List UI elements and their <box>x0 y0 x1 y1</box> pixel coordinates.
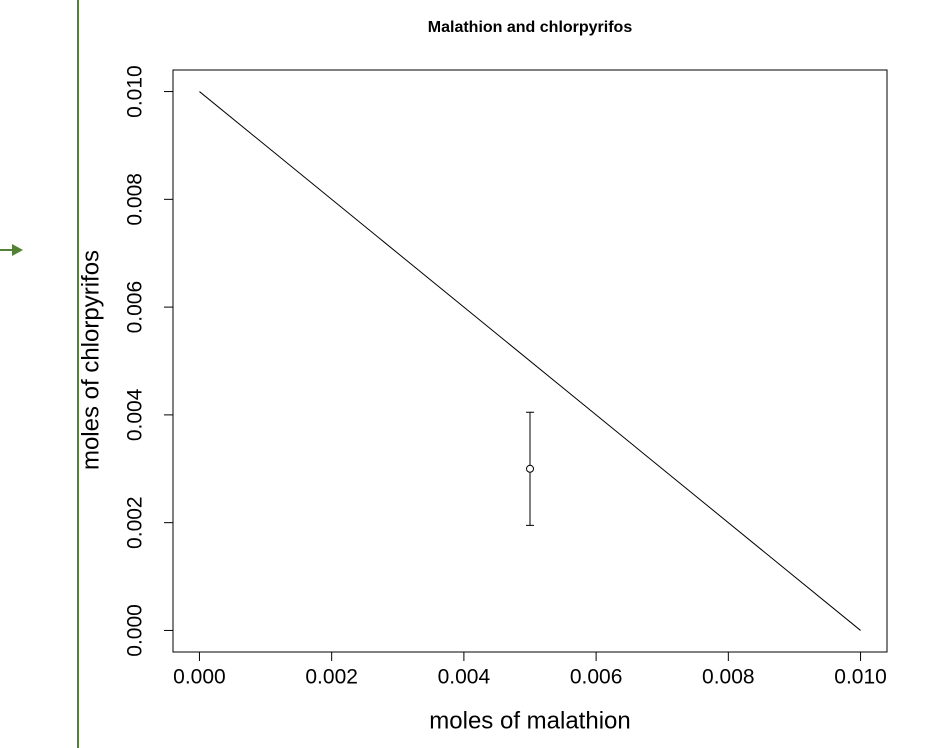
y-tick-label: 0.000 <box>124 604 147 657</box>
x-tick-label: 0.002 <box>305 666 358 689</box>
x-tick-label: 0.000 <box>173 666 226 689</box>
x-tick-label: 0.010 <box>834 666 887 689</box>
y-tick-label: 0.004 <box>124 388 147 441</box>
point <box>526 464 534 473</box>
x-tick-label: 0.006 <box>570 666 623 689</box>
x-axis-label: moles of malathion <box>429 707 630 734</box>
y-tick-label: 0.006 <box>124 281 147 334</box>
y-tick-label: 0.002 <box>124 496 147 549</box>
arrow-head <box>12 244 23 256</box>
reference-line <box>199 91 861 631</box>
y-tick-label: 0.010 <box>124 65 147 118</box>
y-tick-label: 0.008 <box>124 173 147 226</box>
y-axis-label: moles of chlorpyrifos <box>77 250 104 470</box>
chart-title: Malathion and chlorpyrifos <box>428 19 633 36</box>
plot-box <box>172 69 888 653</box>
x-tick-label: 0.004 <box>438 666 491 689</box>
x-tick-label: 0.008 <box>702 666 755 689</box>
